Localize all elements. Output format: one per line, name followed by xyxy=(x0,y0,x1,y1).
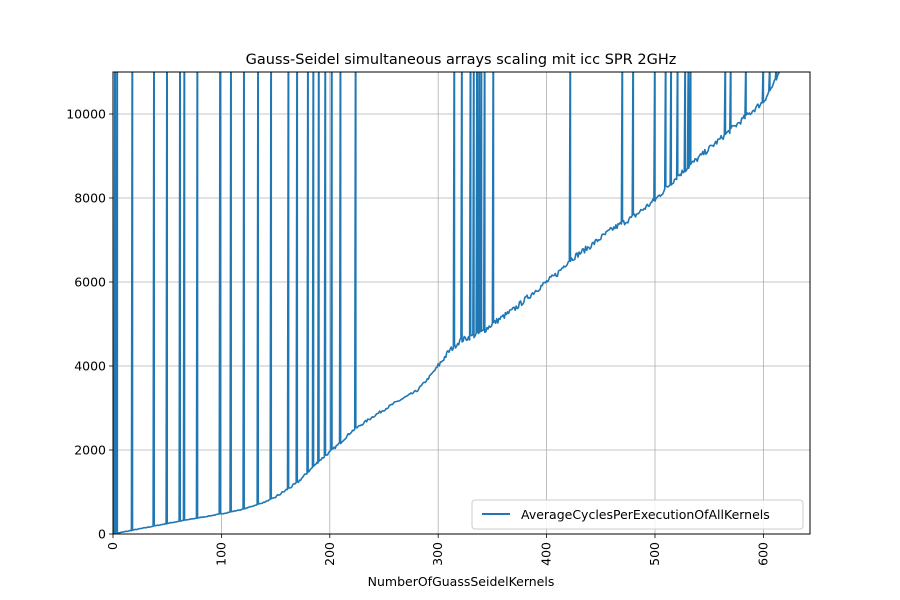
y-tick-label: 6000 xyxy=(74,275,106,290)
y-tick-label: 2000 xyxy=(74,443,106,458)
chart-title: Gauss-Seidel simultaneous arrays scaling… xyxy=(246,52,677,68)
x-tick-label: 100 xyxy=(213,542,228,566)
x-tick-label: 500 xyxy=(647,542,662,566)
y-tick-label: 10000 xyxy=(66,107,106,122)
x-axis-title: NumberOfGuassSeidelKernels xyxy=(368,574,555,589)
x-tick-label: 600 xyxy=(755,542,770,566)
x-tick-label: 300 xyxy=(430,542,445,566)
tick-marks xyxy=(109,113,764,538)
legend-box xyxy=(471,499,804,530)
y-tick-label: 8000 xyxy=(74,191,106,206)
x-tick-label: 400 xyxy=(539,542,554,566)
legend-label: AverageCyclesPerExecutionOfAllKernels xyxy=(521,507,770,522)
series-line xyxy=(113,72,780,534)
legend: AverageCyclesPerExecutionOfAllKernels xyxy=(471,499,804,530)
x-tick-label: 0 xyxy=(105,542,120,550)
x-tick-label: 200 xyxy=(322,542,337,566)
plot-frame xyxy=(112,71,811,535)
y-tick-label: 0 xyxy=(98,527,106,542)
series-layer xyxy=(113,72,780,534)
y-tick-label: 4000 xyxy=(74,359,106,374)
tick-labels: 0 100 200 300 400 500 600020004000600080001000… xyxy=(66,107,770,566)
